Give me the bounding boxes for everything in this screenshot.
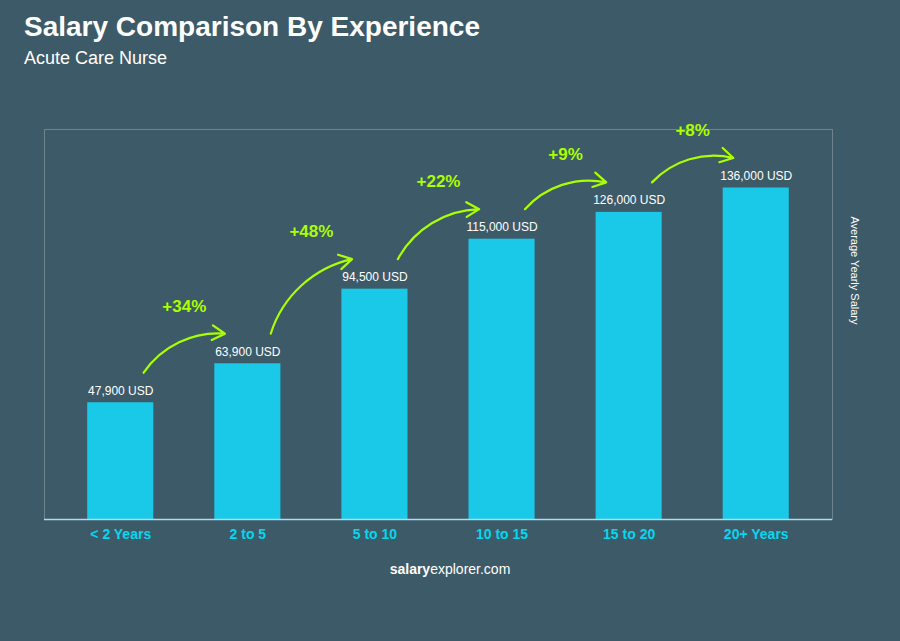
svg-text:20+ Years: 20+ Years (724, 527, 789, 543)
svg-text:+48%: +48% (289, 222, 333, 241)
html-text:salary explorer.com: salary explorer.com (389, 561, 511, 578)
svg-text:126,000 USD: 126,000 USD (593, 194, 665, 208)
svg-text:+8%: +8% (675, 121, 710, 140)
svg-text:136,000 USD: 136,000 USD (720, 169, 792, 183)
svg-text:2 to 5: 2 to 5 (230, 527, 267, 543)
svg-text:5 to 10: 5 to 10 (353, 527, 398, 543)
svg-text:10 to 15: 10 to 15 (476, 527, 528, 543)
html-text:Salary Comparison By Experienc: Salary Comparison By Experience (24, 11, 480, 42)
svg-text:47,900 USD: 47,900 USD (88, 384, 154, 398)
svg-text:15 to 20: 15 to 20 (603, 527, 655, 543)
html-text:Acute Care Nurse: Acute Care Nurse (24, 47, 168, 68)
svg-text:94,500 USD: 94,500 USD (342, 270, 408, 284)
svg-text:+34%: +34% (162, 297, 206, 316)
svg-text:+22%: +22% (417, 172, 461, 191)
svg-text:+9%: +9% (548, 146, 583, 165)
svg-text:Average Yearly Salary: Average Yearly Salary (849, 217, 861, 326)
svg-text:63,900 USD: 63,900 USD (215, 345, 281, 359)
svg-text:115,000 USD: 115,000 USD (466, 220, 537, 234)
svg-text:< 2 Years: < 2 Years (90, 527, 151, 543)
